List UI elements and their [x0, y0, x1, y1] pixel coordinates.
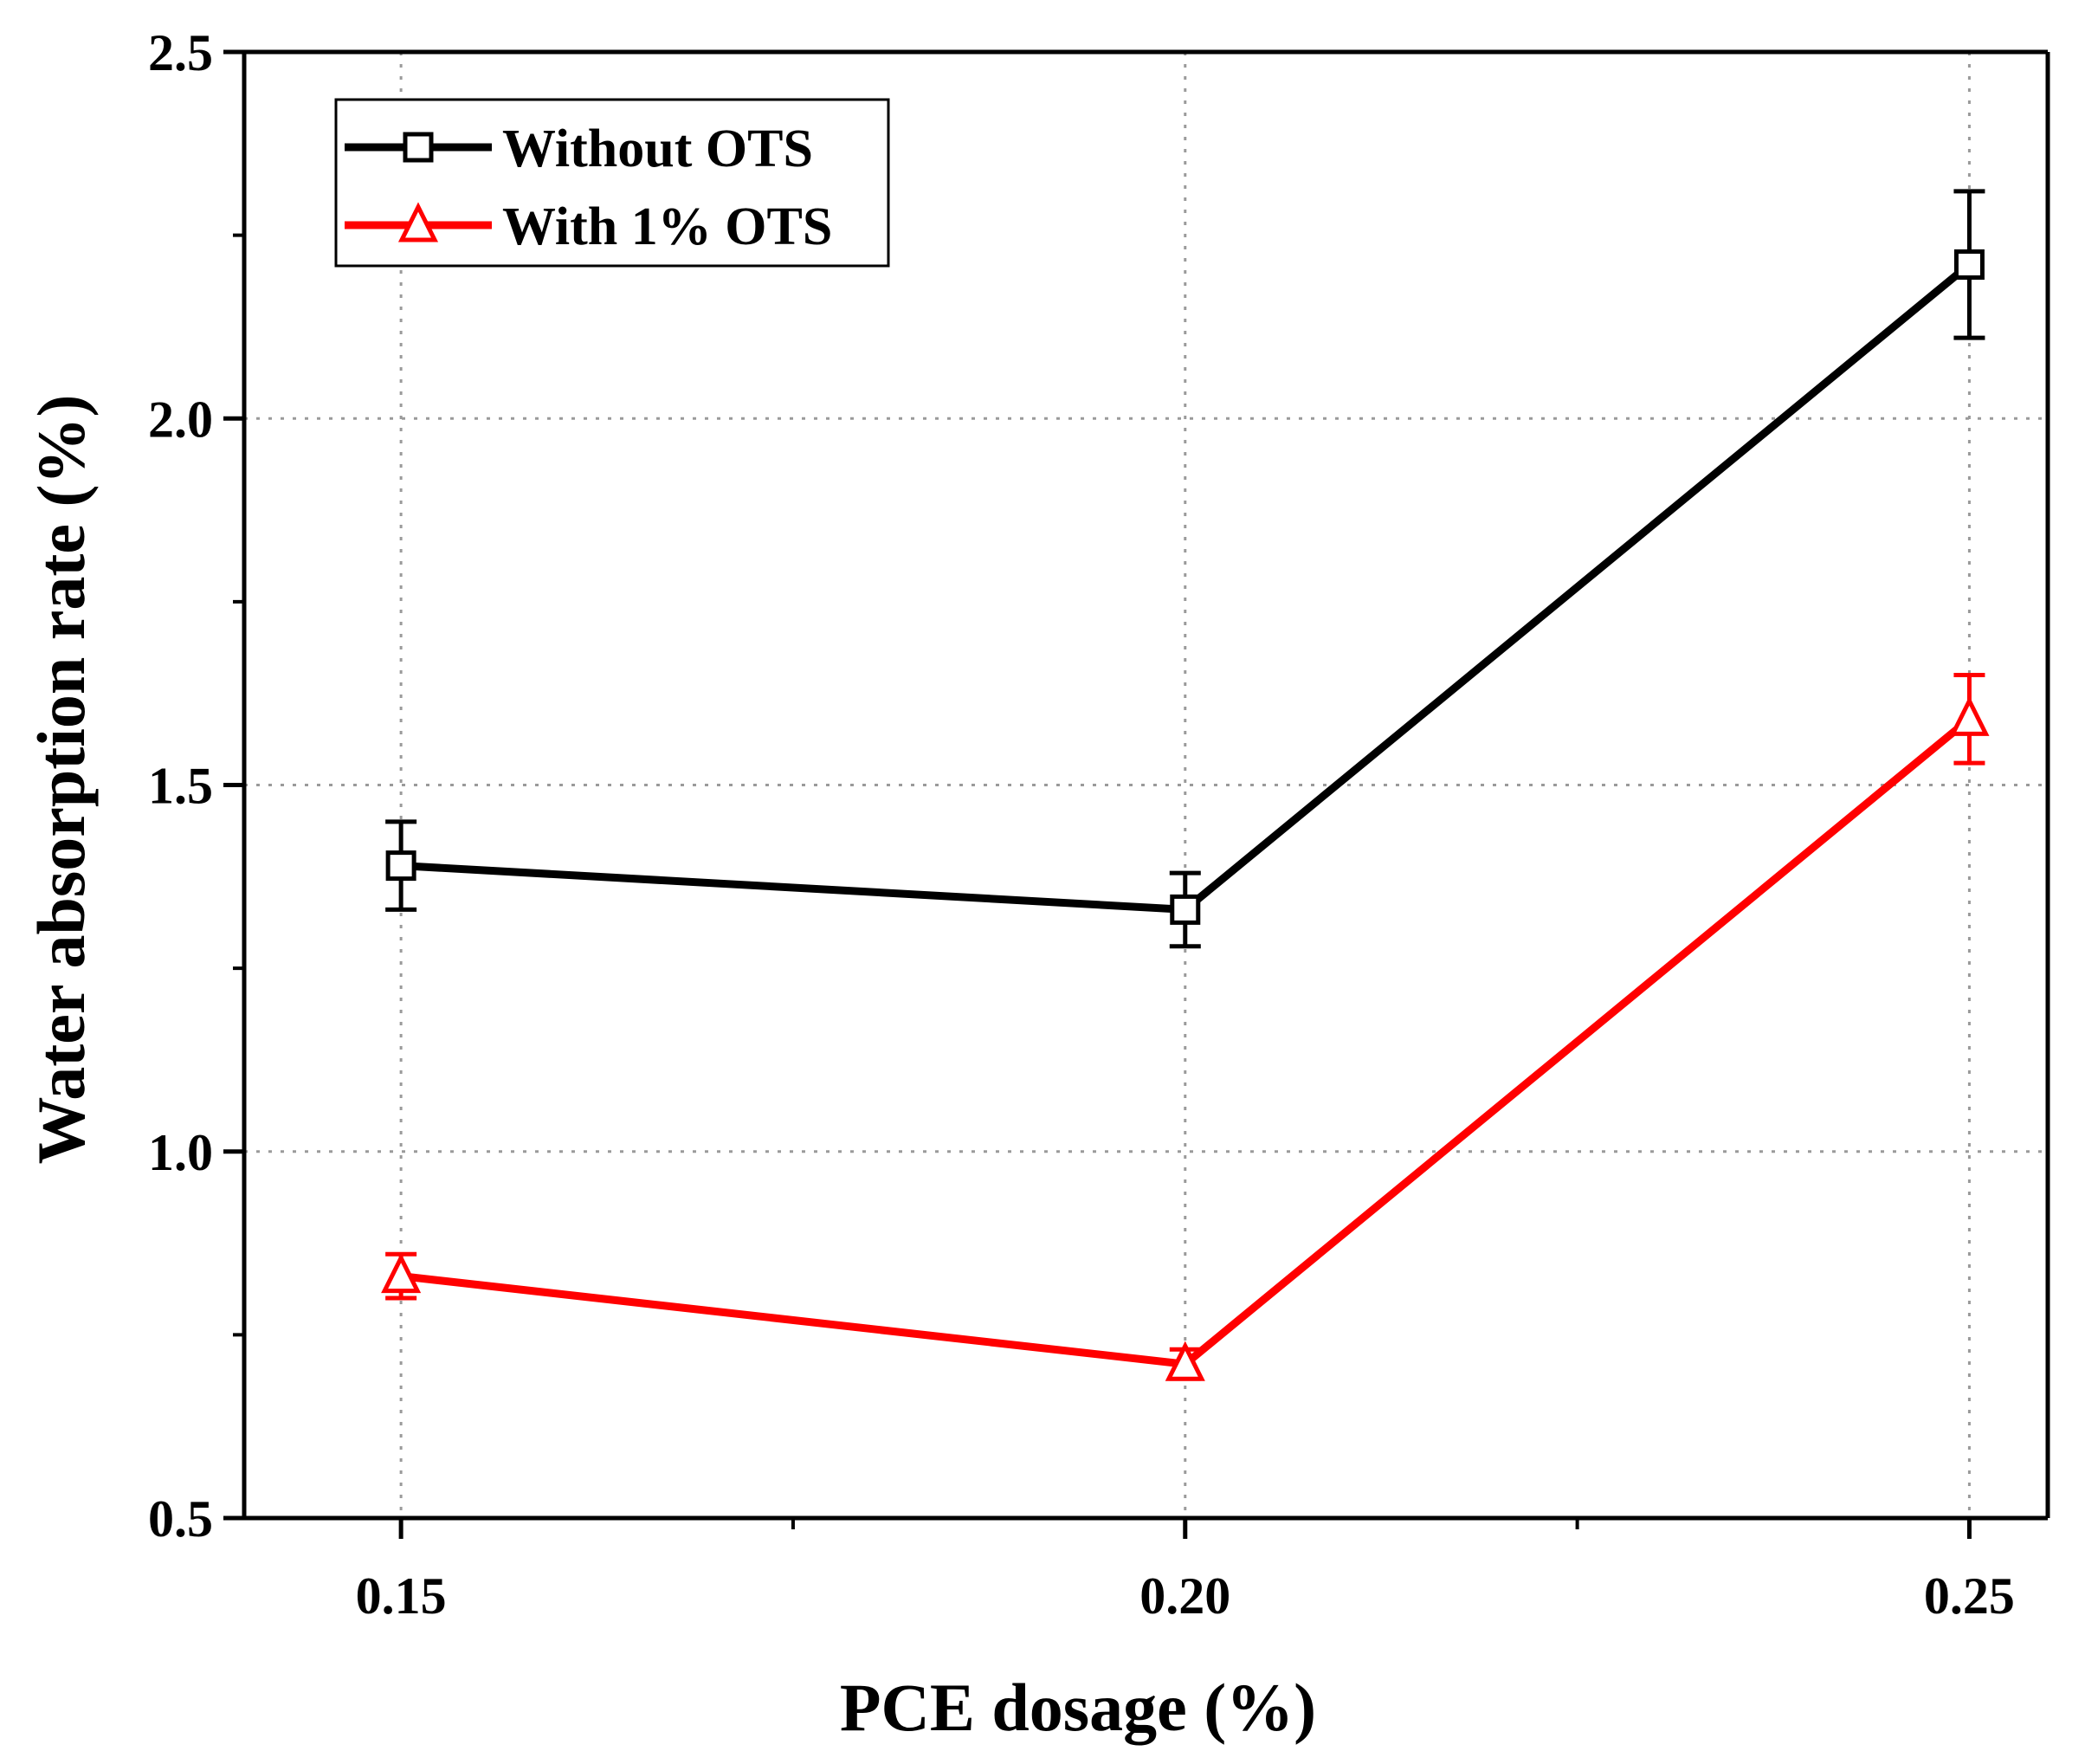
x-tick-label: 0.25 [1924, 1567, 2015, 1625]
series-1 [385, 189, 1985, 949]
data-point [1953, 249, 1985, 280]
data-point [1170, 894, 1201, 925]
y-tick-label: 1.5 [148, 758, 213, 815]
x-tick-label: 0.20 [1139, 1567, 1230, 1625]
axes: 0.5 1.0 1.5 2.0 2.5 0.15 0.20 0.25 [148, 24, 2050, 1625]
x-axis-title: PCE dosage (%) [840, 1670, 1316, 1745]
data-point [381, 1253, 422, 1294]
data-point [1949, 695, 1990, 736]
data-point [1165, 1341, 1205, 1381]
y-axis-title: Water absorption rate (%) [23, 395, 99, 1165]
legend-marker [397, 202, 439, 242]
legend-marker [403, 132, 434, 163]
y-tick-label: 0.5 [148, 1490, 213, 1548]
y-tick-label: 2.0 [148, 391, 213, 448]
y-tick-label: 2.5 [148, 24, 213, 81]
series-2 [381, 673, 1990, 1381]
series-group [381, 189, 1990, 1381]
legend-label: Without OTS [502, 120, 813, 178]
legend-label: With 1% OTS [502, 197, 832, 256]
y-tick-label: 1.0 [148, 1124, 213, 1181]
data-point [385, 850, 416, 882]
legend: Without OTS With 1% OTS [334, 98, 890, 268]
x-tick-label: 0.15 [356, 1567, 447, 1625]
